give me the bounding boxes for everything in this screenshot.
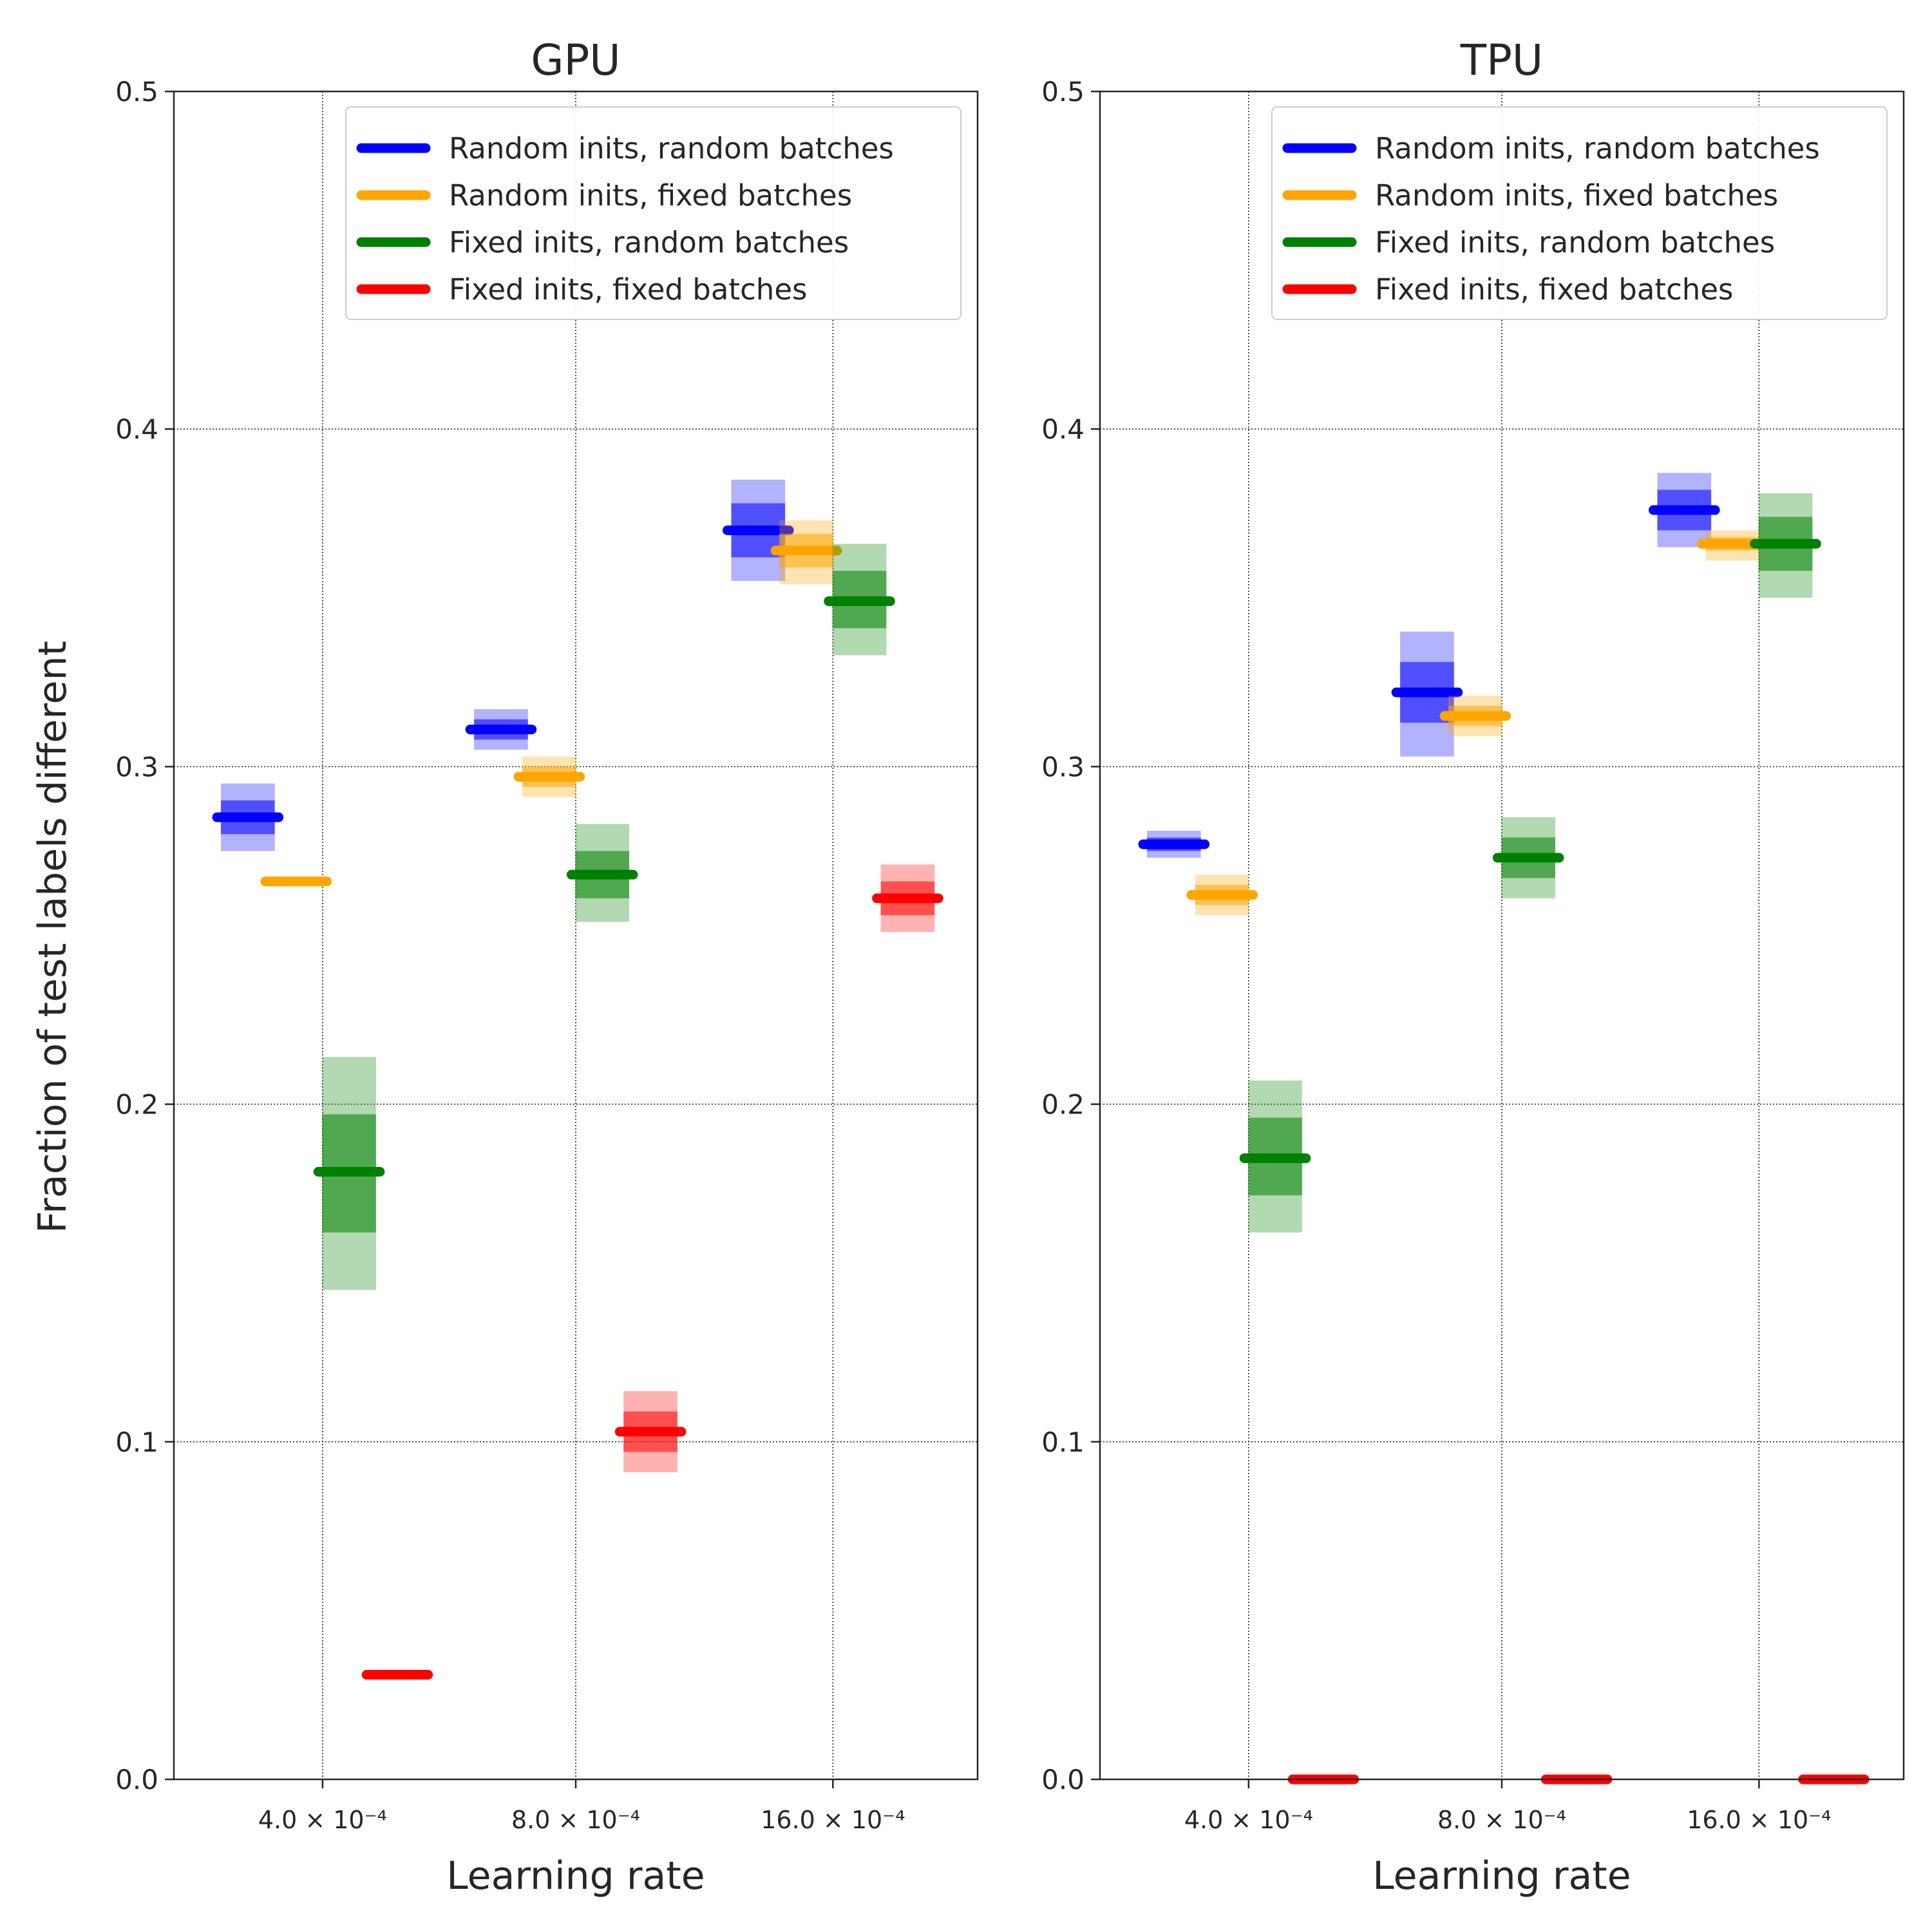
x-tick-label: 8.0 × 10⁻⁴ [511,1806,640,1834]
y-tick-label: 0.5 [115,76,158,108]
gpu-panel: 0.0 0.1 0.2 0.3 0.4 0.5 4.0 × 10⁻⁴ 8.0 × 10⁻⁴ 16… [115,35,979,1899]
axes-frame [1099,90,1905,1781]
legend-label: Random inits, random batches [449,131,894,166]
legend-box [1271,106,1888,320]
legend-label: Fixed inits, fixed batches [449,272,807,307]
y-tick-label: 0.0 [1041,1764,1084,1795]
y-tick-label: 0.1 [115,1426,158,1458]
y-tick-label: 0.3 [115,751,158,782]
legend-label: Fixed inits, random batches [449,225,849,260]
axes-frame [173,90,979,1781]
y-tick-label: 0.2 [1041,1089,1084,1121]
x-axis-label: Learning rate [1372,1853,1631,1899]
chart-title: TPU [1460,35,1543,85]
y-tick-label: 0.4 [1041,413,1084,445]
legend-box [345,106,961,320]
tpu-panel: 0.0 0.1 0.2 0.3 0.4 0.5 4.0 × 10⁻⁴ 8.0 × 10⁻⁴ 16… [1041,35,1905,1899]
x-axis-label: Learning rate [446,1853,705,1899]
y-tick-label: 0.3 [1041,751,1084,782]
legend-label: Fixed inits, random batches [1375,225,1775,260]
legend-label: Random inits, fixed batches [1375,178,1778,213]
y-tick-label: 0.2 [115,1089,158,1121]
y-tick-label: 0.5 [1041,76,1084,108]
x-tick-label: 8.0 × 10⁻⁴ [1437,1806,1566,1834]
legend-label: Fixed inits, fixed batches [1375,272,1733,307]
y-tick-label: 0.4 [115,413,158,445]
legend-label: Random inits, fixed batches [449,178,852,213]
x-tick-label: 4.0 × 10⁻⁴ [258,1806,387,1834]
y-tick-label: 0.1 [1041,1426,1084,1458]
chart-title: GPU [531,35,620,85]
x-tick-label: 4.0 × 10⁻⁴ [1184,1806,1313,1834]
x-tick-label: 16.0 × 10⁻⁴ [761,1806,905,1834]
y-tick-label: 0.0 [115,1764,158,1795]
legend-label: Random inits, random batches [1375,131,1820,166]
x-tick-label: 16.0 × 10⁻⁴ [1687,1806,1831,1834]
y-axis-label: Fraction of test labels different [30,641,75,1233]
